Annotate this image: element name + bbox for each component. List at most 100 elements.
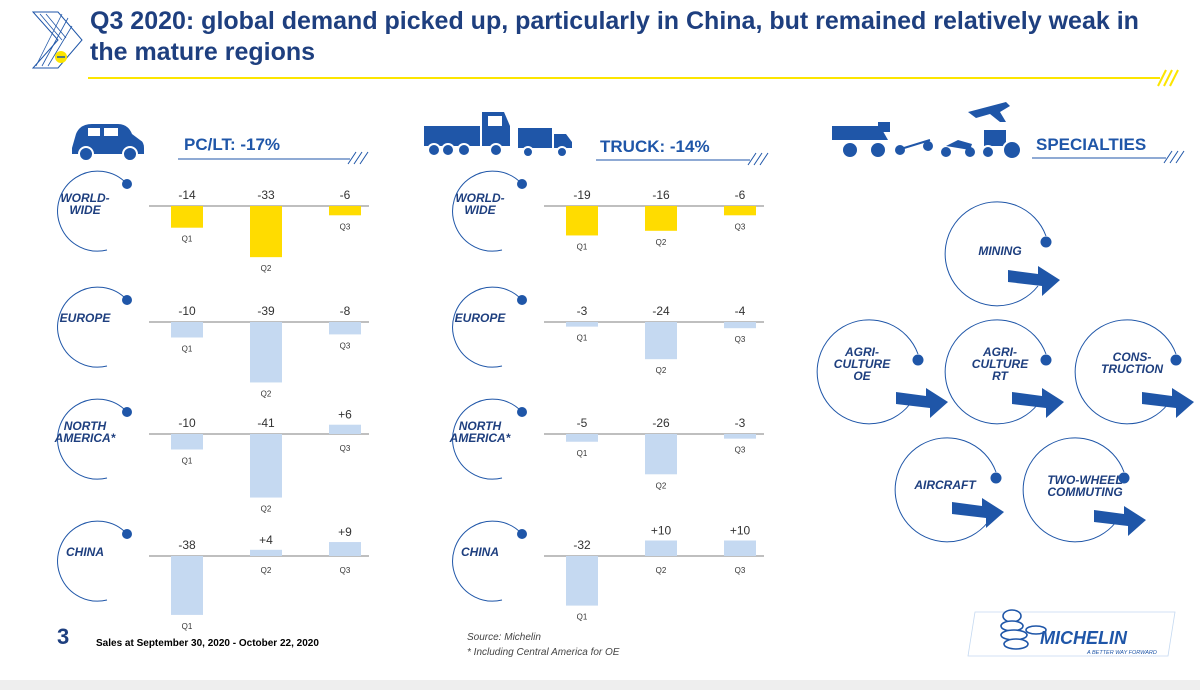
specialties-icons bbox=[832, 102, 1022, 160]
category-label: Q1 bbox=[577, 242, 588, 251]
truck-icon bbox=[424, 112, 572, 158]
region-label: NORTH AMERICA* bbox=[54, 419, 117, 445]
region-arc bbox=[452, 398, 523, 480]
specialty-arc bbox=[1074, 319, 1177, 425]
bar-value-label: +9 bbox=[338, 525, 352, 539]
bar-q3 bbox=[329, 206, 361, 216]
region-arc bbox=[57, 170, 128, 252]
category-label: Q3 bbox=[735, 222, 746, 231]
specialty-arc bbox=[944, 319, 1047, 425]
category-label: Q2 bbox=[656, 238, 667, 247]
bar-value-label: +4 bbox=[259, 533, 273, 547]
bar-value-label: -3 bbox=[577, 304, 588, 318]
region-truck-3: CHINA -32 Q1 +10 Q2 +10 Q3 bbox=[452, 520, 764, 622]
category-label: Q3 bbox=[340, 341, 351, 350]
section-underlines bbox=[178, 150, 1185, 166]
category-label: Q2 bbox=[261, 566, 272, 575]
page-number: 3 bbox=[57, 624, 70, 649]
category-label: Q3 bbox=[735, 335, 746, 344]
bar-value-label: -4 bbox=[735, 304, 746, 318]
category-label: Q2 bbox=[261, 389, 272, 398]
category-label: Q3 bbox=[340, 444, 351, 453]
bar-q1 bbox=[566, 206, 598, 236]
region-arc bbox=[452, 170, 523, 252]
region-pclt-2: NORTH AMERICA* -10 Q1 -41 Q2 +6 Q3 bbox=[54, 398, 369, 514]
bar-q1 bbox=[171, 556, 203, 615]
bar-value-label: -33 bbox=[257, 188, 275, 202]
bar-value-label: -41 bbox=[257, 416, 275, 430]
category-label: Q3 bbox=[735, 446, 746, 455]
bar-value-label: -5 bbox=[577, 416, 588, 430]
region-arc bbox=[57, 520, 128, 602]
pclt-title: PC/LT: -17% bbox=[184, 135, 280, 154]
bar-q1 bbox=[171, 322, 203, 338]
category-label: Q1 bbox=[182, 622, 193, 631]
specialty-dot bbox=[1040, 236, 1052, 248]
category-label: Q2 bbox=[656, 366, 667, 375]
specialty-dot bbox=[1170, 354, 1182, 366]
bar-q3 bbox=[329, 542, 361, 556]
bar-value-label: -19 bbox=[573, 188, 591, 202]
bar-q2 bbox=[250, 549, 282, 556]
specialty-label: TWO-WHEEL COMMUTING bbox=[1047, 473, 1122, 499]
specialty-3: CONS-TRUCTION bbox=[1074, 319, 1194, 425]
category-label: Q1 bbox=[577, 613, 588, 622]
specialty-label: AGRI-CULTURE OE bbox=[834, 345, 891, 383]
bar-q2 bbox=[250, 322, 282, 383]
region-arc bbox=[57, 398, 128, 480]
specialty-label: MINING bbox=[978, 244, 1021, 258]
bar-q3 bbox=[724, 434, 756, 439]
specialties-title: SPECIALTIES bbox=[1036, 135, 1146, 154]
bar-q1 bbox=[171, 206, 203, 228]
specialty-arc bbox=[816, 319, 919, 425]
region-label: EUROPE bbox=[455, 311, 507, 325]
source-line: Source: Michelin bbox=[467, 632, 541, 643]
bar-value-label: -6 bbox=[340, 188, 351, 202]
bar-q2 bbox=[645, 434, 677, 475]
category-label: Q2 bbox=[261, 505, 272, 514]
bibendum-icon bbox=[1000, 609, 1047, 650]
bar-value-label: -24 bbox=[652, 304, 670, 318]
category-label: Q1 bbox=[182, 345, 193, 354]
region-pclt-0: WORLD-WIDE -14 Q1 -33 Q2 -6 Q3 bbox=[57, 170, 369, 273]
category-label: Q2 bbox=[261, 264, 272, 273]
bar-value-label: +6 bbox=[338, 408, 352, 422]
specialty-dot bbox=[1040, 354, 1052, 366]
specialty-label: AIRCRAFT bbox=[913, 478, 977, 492]
specialty-dot bbox=[990, 472, 1002, 484]
specialty-dot bbox=[912, 354, 924, 366]
specialty-0: MINING bbox=[944, 201, 1060, 307]
source-note: Source: Michelin * Including Central Ame… bbox=[467, 630, 619, 660]
category-label: Q3 bbox=[340, 566, 351, 575]
corner-chevron-logo bbox=[31, 11, 83, 69]
bar-q1 bbox=[171, 434, 203, 450]
specialty-arc bbox=[1022, 437, 1125, 543]
bar-q2 bbox=[250, 206, 282, 258]
specialty-dot bbox=[1118, 472, 1130, 484]
specialty-4: AIRCRAFT bbox=[894, 437, 1004, 543]
bar-value-label: -3 bbox=[735, 416, 746, 430]
region-pclt-3: CHINA -38 Q1 +4 Q2 +9 Q3 bbox=[57, 520, 369, 631]
bar-q3 bbox=[329, 322, 361, 335]
category-label: Q1 bbox=[577, 449, 588, 458]
specialty-label: AGRI-CULTURE RT bbox=[972, 345, 1029, 383]
bar-value-label: +10 bbox=[651, 524, 672, 538]
specialty-arrow bbox=[1008, 266, 1060, 296]
specialty-arrow bbox=[1012, 388, 1064, 418]
region-pclt-1: EUROPE -10 Q1 -39 Q2 -8 Q3 bbox=[57, 286, 369, 398]
category-label: Q1 bbox=[577, 334, 588, 343]
bar-charts: WORLD-WIDE -14 Q1 -33 Q2 -6 Q3 EUROPE -10 Q1 -39 Q2… bbox=[54, 170, 764, 631]
category-label: Q2 bbox=[656, 481, 667, 490]
region-label: WORLD-WIDE bbox=[455, 191, 504, 217]
michelin-wordmark: MICHELIN bbox=[1040, 628, 1128, 648]
bar-q1 bbox=[566, 322, 598, 327]
region-label: CHINA bbox=[461, 545, 499, 559]
bar-value-label: -32 bbox=[573, 538, 591, 552]
bar-value-label: -14 bbox=[178, 188, 196, 202]
bar-value-label: -16 bbox=[652, 188, 670, 202]
region-truck-2: NORTH AMERICA* -5 Q1 -26 Q2 -3 Q3 bbox=[449, 398, 764, 490]
specialty-2: AGRI-CULTURE RT bbox=[944, 319, 1064, 425]
region-dot bbox=[517, 179, 527, 189]
region-label: NORTH AMERICA* bbox=[449, 419, 512, 445]
region-arc bbox=[452, 520, 523, 602]
